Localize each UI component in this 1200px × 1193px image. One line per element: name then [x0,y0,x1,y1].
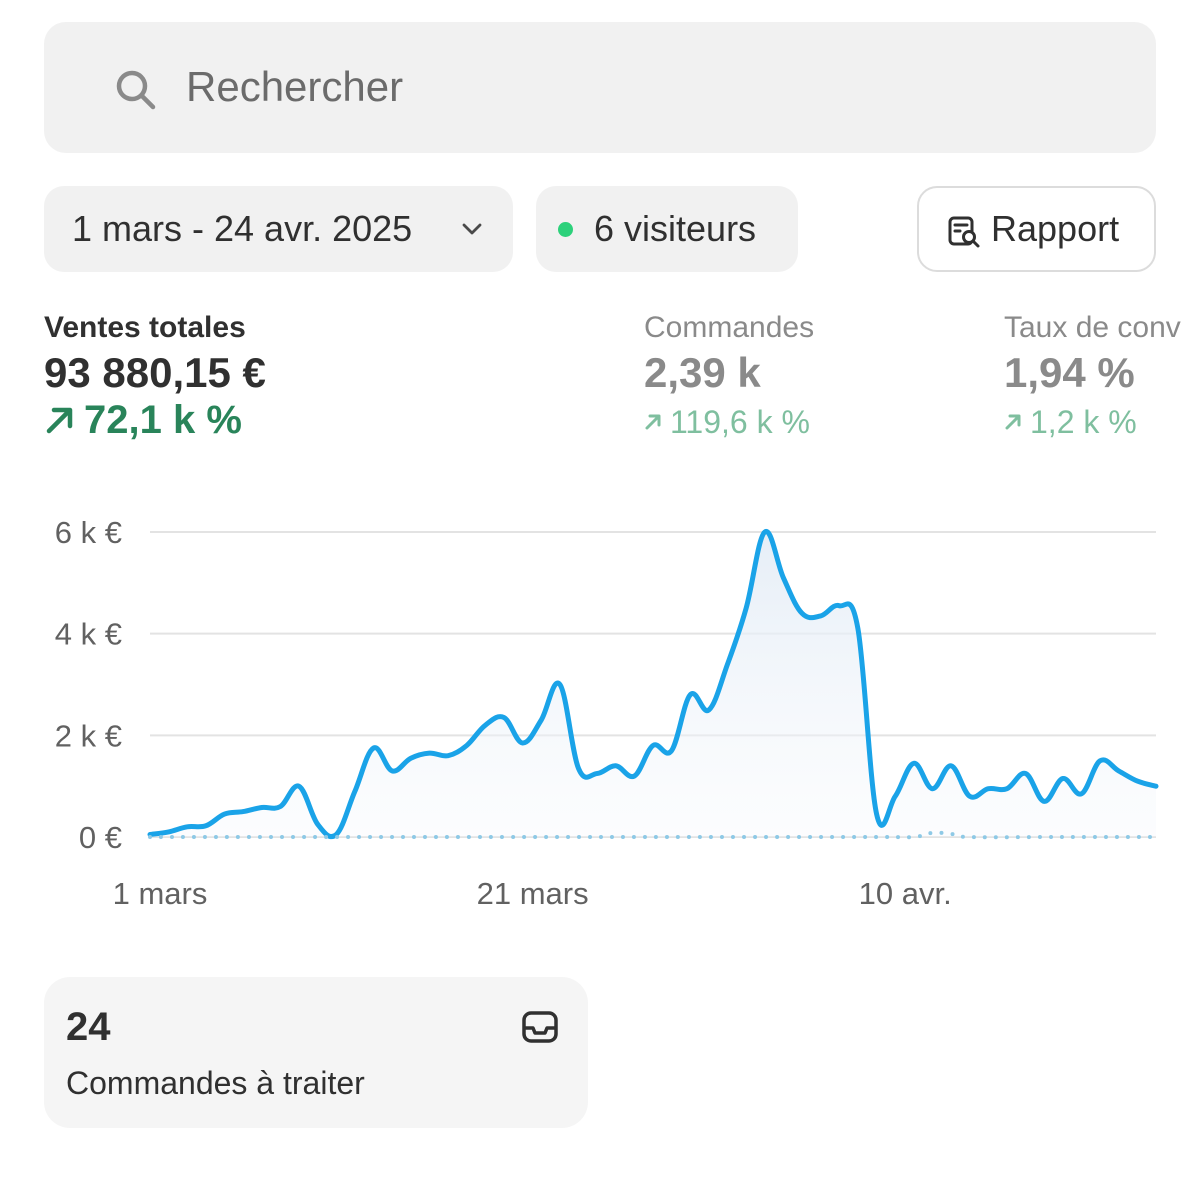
orders-to-process-card[interactable]: 24 Commandes à traiter [44,977,588,1128]
date-range-picker[interactable]: 1 mars - 24 avr. 2025 [44,186,513,272]
x-tick-label: 21 mars [477,876,589,911]
sales-line-chart[interactable]: 6 k € 4 k € 2 k € 0 € 1 mars 21 mars 10 avr. [0,490,1200,930]
x-tick-label: 10 avr. [859,876,952,911]
metric-orders[interactable]: Commandes 2,39 k 119,6 k % [644,308,814,444]
metric-value: 2,39 k [644,349,761,396]
report-icon [948,216,980,248]
metric-value: 1,94 % [1004,349,1135,396]
metric-change-value: 72,1 k % [84,398,242,442]
metric-total-sales[interactable]: Ventes totales 93 880,15 € 72,1 k % [44,308,266,442]
y-tick-label: 6 k € [55,515,122,550]
arrow-up-right-icon [46,407,73,434]
metric-conversion-rate[interactable]: Taux de conv 1,94 % 1,2 k % [1004,308,1181,444]
chevron-down-icon [462,223,482,235]
search-bar[interactable] [44,22,1156,153]
y-tick-label: 4 k € [55,617,122,652]
metric-label: Taux de conv [1004,311,1181,344]
metric-change-value: 119,6 k % [670,404,810,440]
live-status-dot [558,222,573,237]
metric-value: 93 880,15 € [44,349,266,396]
orders-to-process-label: Commandes à traiter [66,1065,365,1101]
report-button[interactable]: Rapport [917,186,1156,272]
y-tick-label: 0 € [79,820,122,855]
metric-change-value: 1,2 k % [1030,404,1137,440]
comparison-series-line [148,830,1158,840]
metric-label: Commandes [644,311,815,344]
metric-change: 72,1 k % [44,398,266,442]
metric-label: Ventes totales [44,311,246,344]
search-icon [116,70,156,110]
metric-change: 1,2 k % [1004,400,1181,444]
date-range-label: 1 mars - 24 avr. 2025 [72,208,413,249]
x-tick-label: 1 mars [113,876,208,911]
inbox-icon [522,1011,558,1043]
arrow-up-right-icon [645,414,661,430]
sales-series-line [147,529,1159,840]
search-input[interactable] [186,54,1086,120]
orders-to-process-count: 24 [66,1005,111,1049]
arrow-up-right-icon [1005,414,1021,430]
metric-change: 119,6 k % [644,400,814,444]
visitors-label: 6 visiteurs [594,208,757,249]
sales-area-fill [150,531,1156,837]
y-tick-label: 2 k € [55,718,122,753]
live-visitors-button[interactable]: 6 visiteurs [536,186,798,272]
report-label: Rapport [991,208,1120,249]
